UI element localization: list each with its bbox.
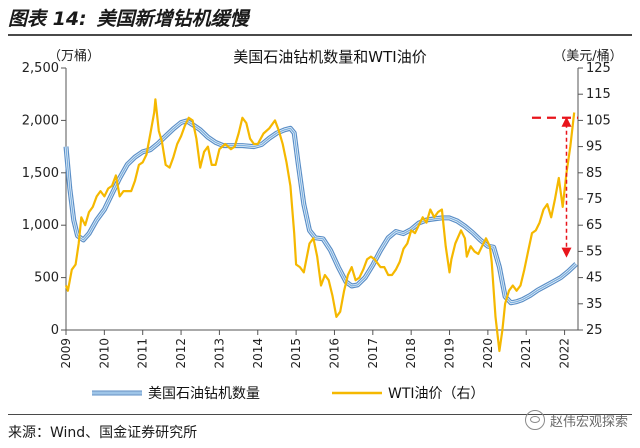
x-tick-label: 2011 bbox=[136, 338, 150, 369]
y-left-tick-label: 1,500 bbox=[22, 166, 59, 181]
y-left-tick-label: 1,000 bbox=[22, 218, 59, 233]
x-tick-label: 2019 bbox=[443, 338, 457, 369]
chart-title: 美国石油钻机数量和WTI油价 bbox=[233, 48, 426, 66]
y-right-tick-label: 115 bbox=[586, 87, 611, 102]
series-wti-price bbox=[64, 98, 576, 353]
y-right-tick-label: 125 bbox=[586, 61, 611, 76]
y-right-tick-label: 85 bbox=[586, 166, 603, 181]
x-tick-label: 2010 bbox=[97, 338, 111, 369]
x-tick-label: 2021 bbox=[519, 338, 533, 369]
y-right-tick-label: 65 bbox=[586, 218, 603, 233]
watermark-text: 赵伟宏观探索 bbox=[549, 414, 628, 430]
annotation-arrow-head-up bbox=[561, 116, 572, 127]
annotation-arrow-head-down bbox=[561, 247, 572, 258]
series-layer bbox=[63, 98, 578, 353]
figure-number: 图表 14: bbox=[8, 8, 87, 30]
source-rule bbox=[8, 414, 632, 415]
y-right-tick-label: 75 bbox=[586, 192, 603, 207]
y-right-tick-label: 35 bbox=[586, 297, 603, 312]
x-tick-label: 2022 bbox=[558, 338, 572, 369]
y-right-tick-label: 95 bbox=[586, 140, 603, 155]
axes: 0 500 1,000 1,500 2,000 2,500 25 35 45 55 65 75 85 95… bbox=[22, 61, 611, 369]
left-axis-unit: （万桶） bbox=[48, 49, 100, 64]
source-note: 来源：Wind、国金证券研究所 bbox=[8, 425, 198, 441]
x-tick-label: 2020 bbox=[481, 338, 495, 369]
x-tick-label: 2014 bbox=[251, 338, 265, 369]
y-right-tick-label: 25 bbox=[586, 323, 603, 338]
y-left-tick-label: 2,000 bbox=[22, 113, 59, 128]
x-tick-label: 2013 bbox=[212, 338, 226, 369]
title-rule bbox=[8, 34, 632, 36]
legend: 美国石油钻机数量 WTI油价（右） bbox=[92, 386, 485, 402]
x-tick-label: 2018 bbox=[404, 338, 418, 369]
series-rig-count bbox=[65, 120, 577, 304]
x-tick-label: 2017 bbox=[366, 338, 380, 369]
y-left-tick-label: 2,500 bbox=[22, 61, 59, 76]
y-right-tick-label: 55 bbox=[586, 244, 603, 259]
right-axis-unit: （美元/桶） bbox=[553, 49, 622, 64]
wechat-icon bbox=[524, 410, 545, 430]
x-tick-label: 2012 bbox=[174, 338, 188, 369]
figure-title-text: 美国新增钻机缓慢 bbox=[96, 8, 249, 30]
x-tick-label: 2009 bbox=[59, 338, 73, 369]
x-tick-label: 2015 bbox=[289, 338, 303, 369]
series-rig-count-outline bbox=[63, 118, 578, 306]
watermark: 赵伟宏观探索 bbox=[524, 410, 628, 430]
annotation-layer bbox=[531, 116, 578, 258]
legend-label-rig: 美国石油钻机数量 bbox=[148, 386, 260, 402]
legend-label-wti: WTI油价（右） bbox=[388, 386, 485, 402]
y-right-tick-label: 45 bbox=[586, 271, 603, 286]
y-left-tick-label: 500 bbox=[34, 271, 59, 286]
x-tick-label: 2016 bbox=[327, 338, 341, 369]
y-right-tick-label: 105 bbox=[586, 113, 611, 128]
y-left-tick-label: 0 bbox=[51, 323, 59, 338]
figure-title: 图表 14: 美国新增钻机缓慢 bbox=[8, 4, 249, 31]
